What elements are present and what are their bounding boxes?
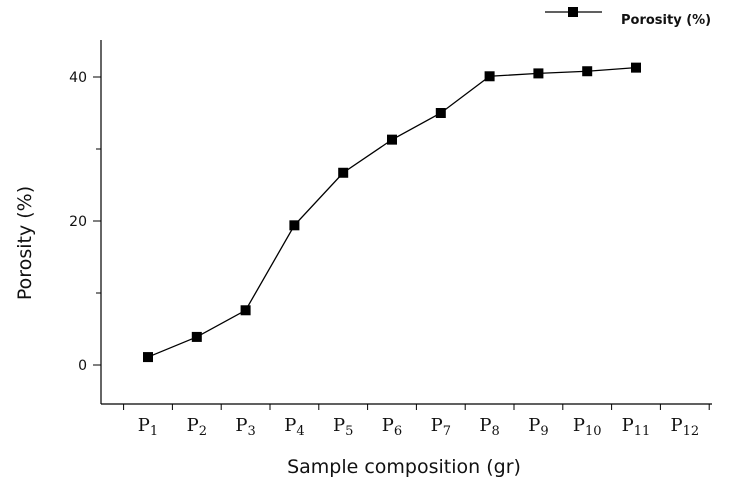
series-group	[143, 62, 641, 363]
x-tick-label: P9	[528, 415, 548, 439]
data-point	[289, 220, 300, 231]
x-tick-label: P2	[187, 415, 207, 439]
x-tick-label: P11	[622, 415, 651, 439]
data-point	[484, 71, 495, 82]
x-axis-label: Sample composition (gr)	[287, 456, 521, 478]
y-axis-ticks: 0 20 40	[69, 70, 101, 374]
data-point	[533, 68, 544, 79]
y-tick-label: 0	[78, 358, 87, 374]
x-tick-label: P3	[235, 415, 255, 439]
data-point	[338, 167, 349, 178]
data-point	[387, 134, 397, 145]
legend-marker	[568, 7, 578, 17]
x-tick-label: P1	[138, 415, 158, 439]
x-tick-label: P6	[382, 415, 402, 439]
x-tick-label: P7	[431, 415, 451, 439]
x-tick-label: P12	[670, 415, 699, 439]
y-tick-label: 40	[69, 70, 87, 86]
legend: Porosity (%)	[545, 7, 711, 28]
x-tick-label: P8	[479, 415, 499, 439]
x-axis-ticks: P1 P2 P3 P4 P5 P6 P7 P8 P9 P10 P11 P12	[123, 404, 710, 439]
data-point	[582, 66, 593, 77]
x-tick-label: P10	[573, 415, 602, 439]
y-axis-label: Porosity (%)	[14, 186, 36, 300]
data-point	[631, 62, 641, 73]
data-point	[143, 352, 153, 363]
data-point	[435, 108, 446, 118]
legend-label: Porosity (%)	[621, 13, 711, 28]
y-tick-label: 20	[69, 214, 87, 230]
axes	[100, 40, 712, 405]
data-point	[240, 305, 251, 316]
x-tick-label: P4	[284, 415, 304, 439]
data-point	[191, 331, 202, 342]
series-line	[147, 66, 637, 358]
x-tick-label: P5	[333, 415, 353, 439]
